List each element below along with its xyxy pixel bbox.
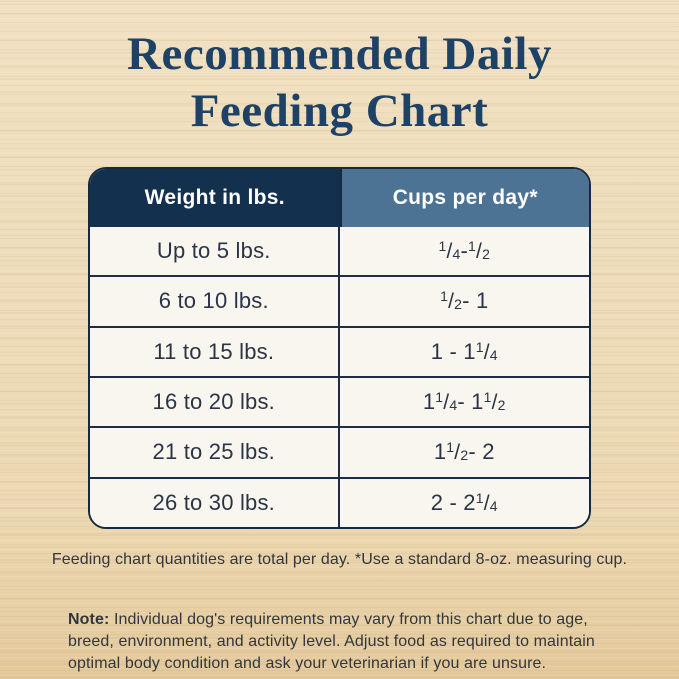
weight-cell: 21 to 25 lbs. (90, 428, 340, 477)
cups-cell: 2 - 2 1/4 (430, 489, 498, 515)
table-row: 26 to 30 lbs. 2 - 2 1/4 (90, 476, 589, 527)
cups-cell: 1/2 - 1 (440, 288, 489, 314)
cups-cell: 1 1/4 - 1 1/2 (422, 389, 506, 415)
cups-cell: 1 - 1 1/4 (430, 338, 498, 364)
cups-cell: 1/4 - 1/2 (438, 238, 491, 264)
fraction: 1/4 (475, 489, 498, 515)
weight-cell: 26 to 30 lbs. (90, 478, 340, 527)
page-title-line2: Feeding Chart (190, 85, 489, 137)
fraction: 1/2 (468, 238, 491, 264)
fraction: 1/4 (475, 338, 498, 364)
weight-cell: 6 to 10 lbs. (90, 277, 340, 326)
cups-cell: 1 1/2 - 2 (433, 439, 495, 465)
weight-cell: Up to 5 lbs. (90, 227, 340, 276)
fraction: 1/4 (438, 238, 461, 264)
note-paragraph: Note: Individual dog's requirements may … (68, 609, 616, 675)
fraction: 1/2 (483, 389, 506, 415)
fraction: 1/4 (435, 389, 458, 415)
table-row: 6 to 10 lbs. 1/2 - 1 (90, 275, 589, 326)
table-header-row: Weight in lbs. Cups per day* (90, 169, 589, 227)
page-title-line1: Recommended Daily (127, 28, 552, 80)
table-row: 11 to 15 lbs. 1 - 1 1/4 (90, 325, 589, 376)
weight-cell: 11 to 15 lbs. (90, 327, 340, 376)
feeding-table: Weight in lbs. Cups per day* Up to 5 lbs… (88, 167, 591, 529)
fraction: 1/2 (440, 288, 463, 314)
weight-cell: 16 to 20 lbs. (90, 377, 340, 427)
fraction: 1/2 (446, 439, 469, 465)
page-title: Recommended Daily Feeding Chart (0, 26, 679, 140)
table-row: 16 to 20 lbs. 1 1/4 - 1 1/2 (90, 375, 589, 427)
table-row: Up to 5 lbs. 1/4 - 1/2 (90, 227, 589, 276)
note-label: Note: (68, 611, 110, 628)
note-text: Individual dog's requirements may vary f… (68, 611, 595, 672)
table-row: 21 to 25 lbs. 1 1/2 - 2 (90, 426, 589, 477)
footnote-text: Feeding chart quantities are total per d… (51, 551, 628, 568)
header-cups: Cups per day* (339, 169, 589, 227)
header-weight: Weight in lbs. (90, 169, 340, 227)
